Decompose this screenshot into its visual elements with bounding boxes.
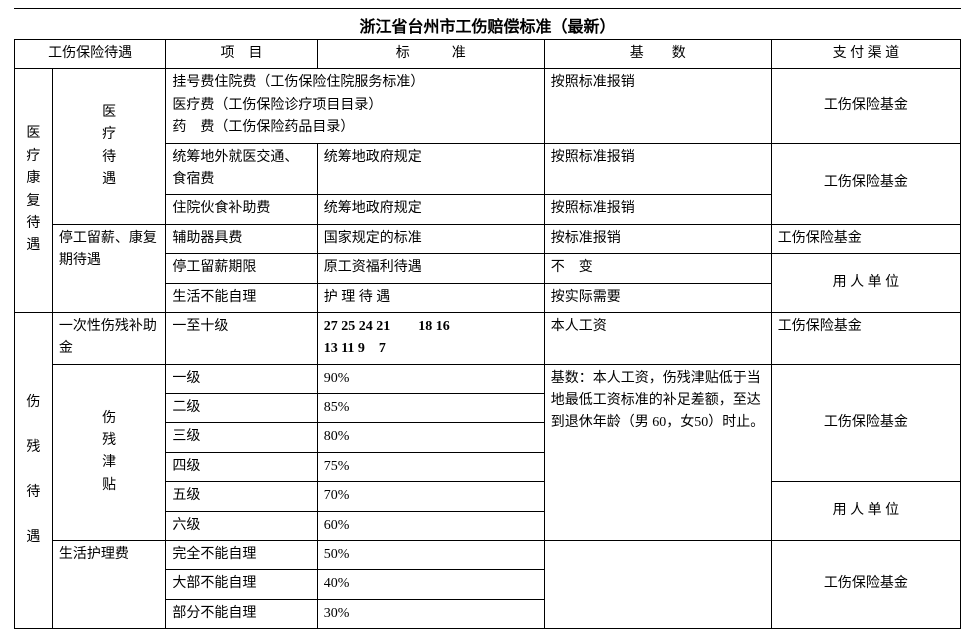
cell-c2-item: 大部不能自理 bbox=[166, 570, 317, 599]
cell-a5-item: 五级 bbox=[166, 482, 317, 511]
cell-a3-item: 三级 bbox=[166, 423, 317, 452]
row-allow-1: 伤残津贴 一级 90% 基数：本人工资，伤残津贴低于当地最低工资标准的补足差额，… bbox=[15, 364, 961, 393]
sub-停工留薪: 停工留薪、康复期待遇 bbox=[52, 224, 166, 312]
header-row: 工伤保险待遇 项 目 标 准 基 数 支 付 渠 道 bbox=[15, 40, 961, 69]
cell-pay-56: 用 人 单 位 bbox=[771, 254, 960, 313]
cell-a2-std: 85% bbox=[317, 394, 544, 423]
sub-生活护理费: 生活护理费 bbox=[52, 541, 166, 629]
cat-医疗康复待遇: 医疗康复待遇 bbox=[15, 69, 53, 313]
cell-item-6: 生活不能自理 bbox=[166, 283, 317, 312]
cell-a1-std: 90% bbox=[317, 364, 544, 393]
cell-a5-std: 70% bbox=[317, 482, 544, 511]
cell-挂号费: 挂号费住院费（工伤保险住院服务标准）医疗费（工伤保险诊疗项目目录）药 费（工伤保… bbox=[166, 69, 544, 143]
page-title: 浙江省台州市工伤赔偿标准（最新） bbox=[14, 8, 961, 37]
cell-allow-base: 基数：本人工资，伤残津贴低于当地最低工资标准的补足差额，至达到退休年龄（男 60… bbox=[544, 364, 771, 540]
cell-item-3: 住院伙食补助费 bbox=[166, 195, 317, 224]
cell-item-5: 停工留薪期限 bbox=[166, 254, 317, 283]
cell-a1-item: 一级 bbox=[166, 364, 317, 393]
row-lump: 伤 残 待 遇 一次性伤残补助金 一至十级 27 25 24 21 18 161… bbox=[15, 312, 961, 364]
cell-allow-pay56: 用 人 单 位 bbox=[771, 482, 960, 541]
cell-base-1: 按照标准报销 bbox=[544, 69, 771, 143]
cell-std-4: 国家规定的标准 bbox=[317, 224, 544, 253]
cell-a2-item: 二级 bbox=[166, 394, 317, 423]
cell-c3-item: 部分不能自理 bbox=[166, 599, 317, 628]
cell-base-2: 按照标准报销 bbox=[544, 143, 771, 195]
cell-base-4: 按标准报销 bbox=[544, 224, 771, 253]
cell-std-3: 统筹地政府规定 bbox=[317, 195, 544, 224]
cell-care-pay: 工伤保险基金 bbox=[771, 541, 960, 629]
hdr-项目: 项 目 bbox=[166, 40, 317, 69]
cell-c2-std: 40% bbox=[317, 570, 544, 599]
sub-伤残津贴: 伤残津贴 bbox=[52, 364, 166, 540]
row-medical-1: 医疗康复待遇 医疗待遇 挂号费住院费（工伤保险住院服务标准）医疗费（工伤保险诊疗… bbox=[15, 69, 961, 143]
cell-a3-std: 80% bbox=[317, 423, 544, 452]
cat-伤残待遇: 伤 残 待 遇 bbox=[15, 312, 53, 628]
cell-std-6: 护 理 待 遇 bbox=[317, 283, 544, 312]
cell-base-6: 按实际需要 bbox=[544, 283, 771, 312]
cell-care-base bbox=[544, 541, 771, 629]
cell-a6-std: 60% bbox=[317, 511, 544, 540]
cell-pay-23: 工伤保险基金 bbox=[771, 143, 960, 224]
cell-lump-pay: 工伤保险基金 bbox=[771, 312, 960, 364]
row-stop-1: 停工留薪、康复期待遇 辅助器具费 国家规定的标准 按标准报销 工伤保险基金 bbox=[15, 224, 961, 253]
cell-lump-item: 一至十级 bbox=[166, 312, 317, 364]
hdr-基数: 基 数 bbox=[544, 40, 771, 69]
hdr-支付渠道: 支 付 渠 道 bbox=[771, 40, 960, 69]
cell-a4-item: 四级 bbox=[166, 452, 317, 481]
cell-item-2: 统筹地外就医交通、食宿费 bbox=[166, 143, 317, 195]
cell-c1-item: 完全不能自理 bbox=[166, 541, 317, 570]
hdr-标准: 标 准 bbox=[317, 40, 544, 69]
cell-a6-item: 六级 bbox=[166, 511, 317, 540]
cell-std-5: 原工资福利待遇 bbox=[317, 254, 544, 283]
cell-c3-std: 30% bbox=[317, 599, 544, 628]
cell-base-3: 按照标准报销 bbox=[544, 195, 771, 224]
row-care-1: 生活护理费 完全不能自理 50% 工伤保险基金 bbox=[15, 541, 961, 570]
cell-pay-1: 工伤保险基金 bbox=[771, 69, 960, 143]
cell-pay-4: 工伤保险基金 bbox=[771, 224, 960, 253]
cell-lump-base: 本人工资 bbox=[544, 312, 771, 364]
cell-lump-std: 27 25 24 21 18 1613 11 9 7 bbox=[317, 312, 544, 364]
cell-item-4: 辅助器具费 bbox=[166, 224, 317, 253]
sub-一次性伤残补助金: 一次性伤残补助金 bbox=[52, 312, 166, 364]
sub-医疗待遇: 医疗待遇 bbox=[52, 69, 166, 224]
cell-a4-std: 75% bbox=[317, 452, 544, 481]
cell-std-2: 统筹地政府规定 bbox=[317, 143, 544, 195]
cell-c1-std: 50% bbox=[317, 541, 544, 570]
hdr-待遇: 工伤保险待遇 bbox=[15, 40, 166, 69]
cell-base-5: 不 变 bbox=[544, 254, 771, 283]
cell-allow-pay14: 工伤保险基金 bbox=[771, 364, 960, 482]
compensation-table: 工伤保险待遇 项 目 标 准 基 数 支 付 渠 道 医疗康复待遇 医疗待遇 挂… bbox=[14, 39, 961, 629]
